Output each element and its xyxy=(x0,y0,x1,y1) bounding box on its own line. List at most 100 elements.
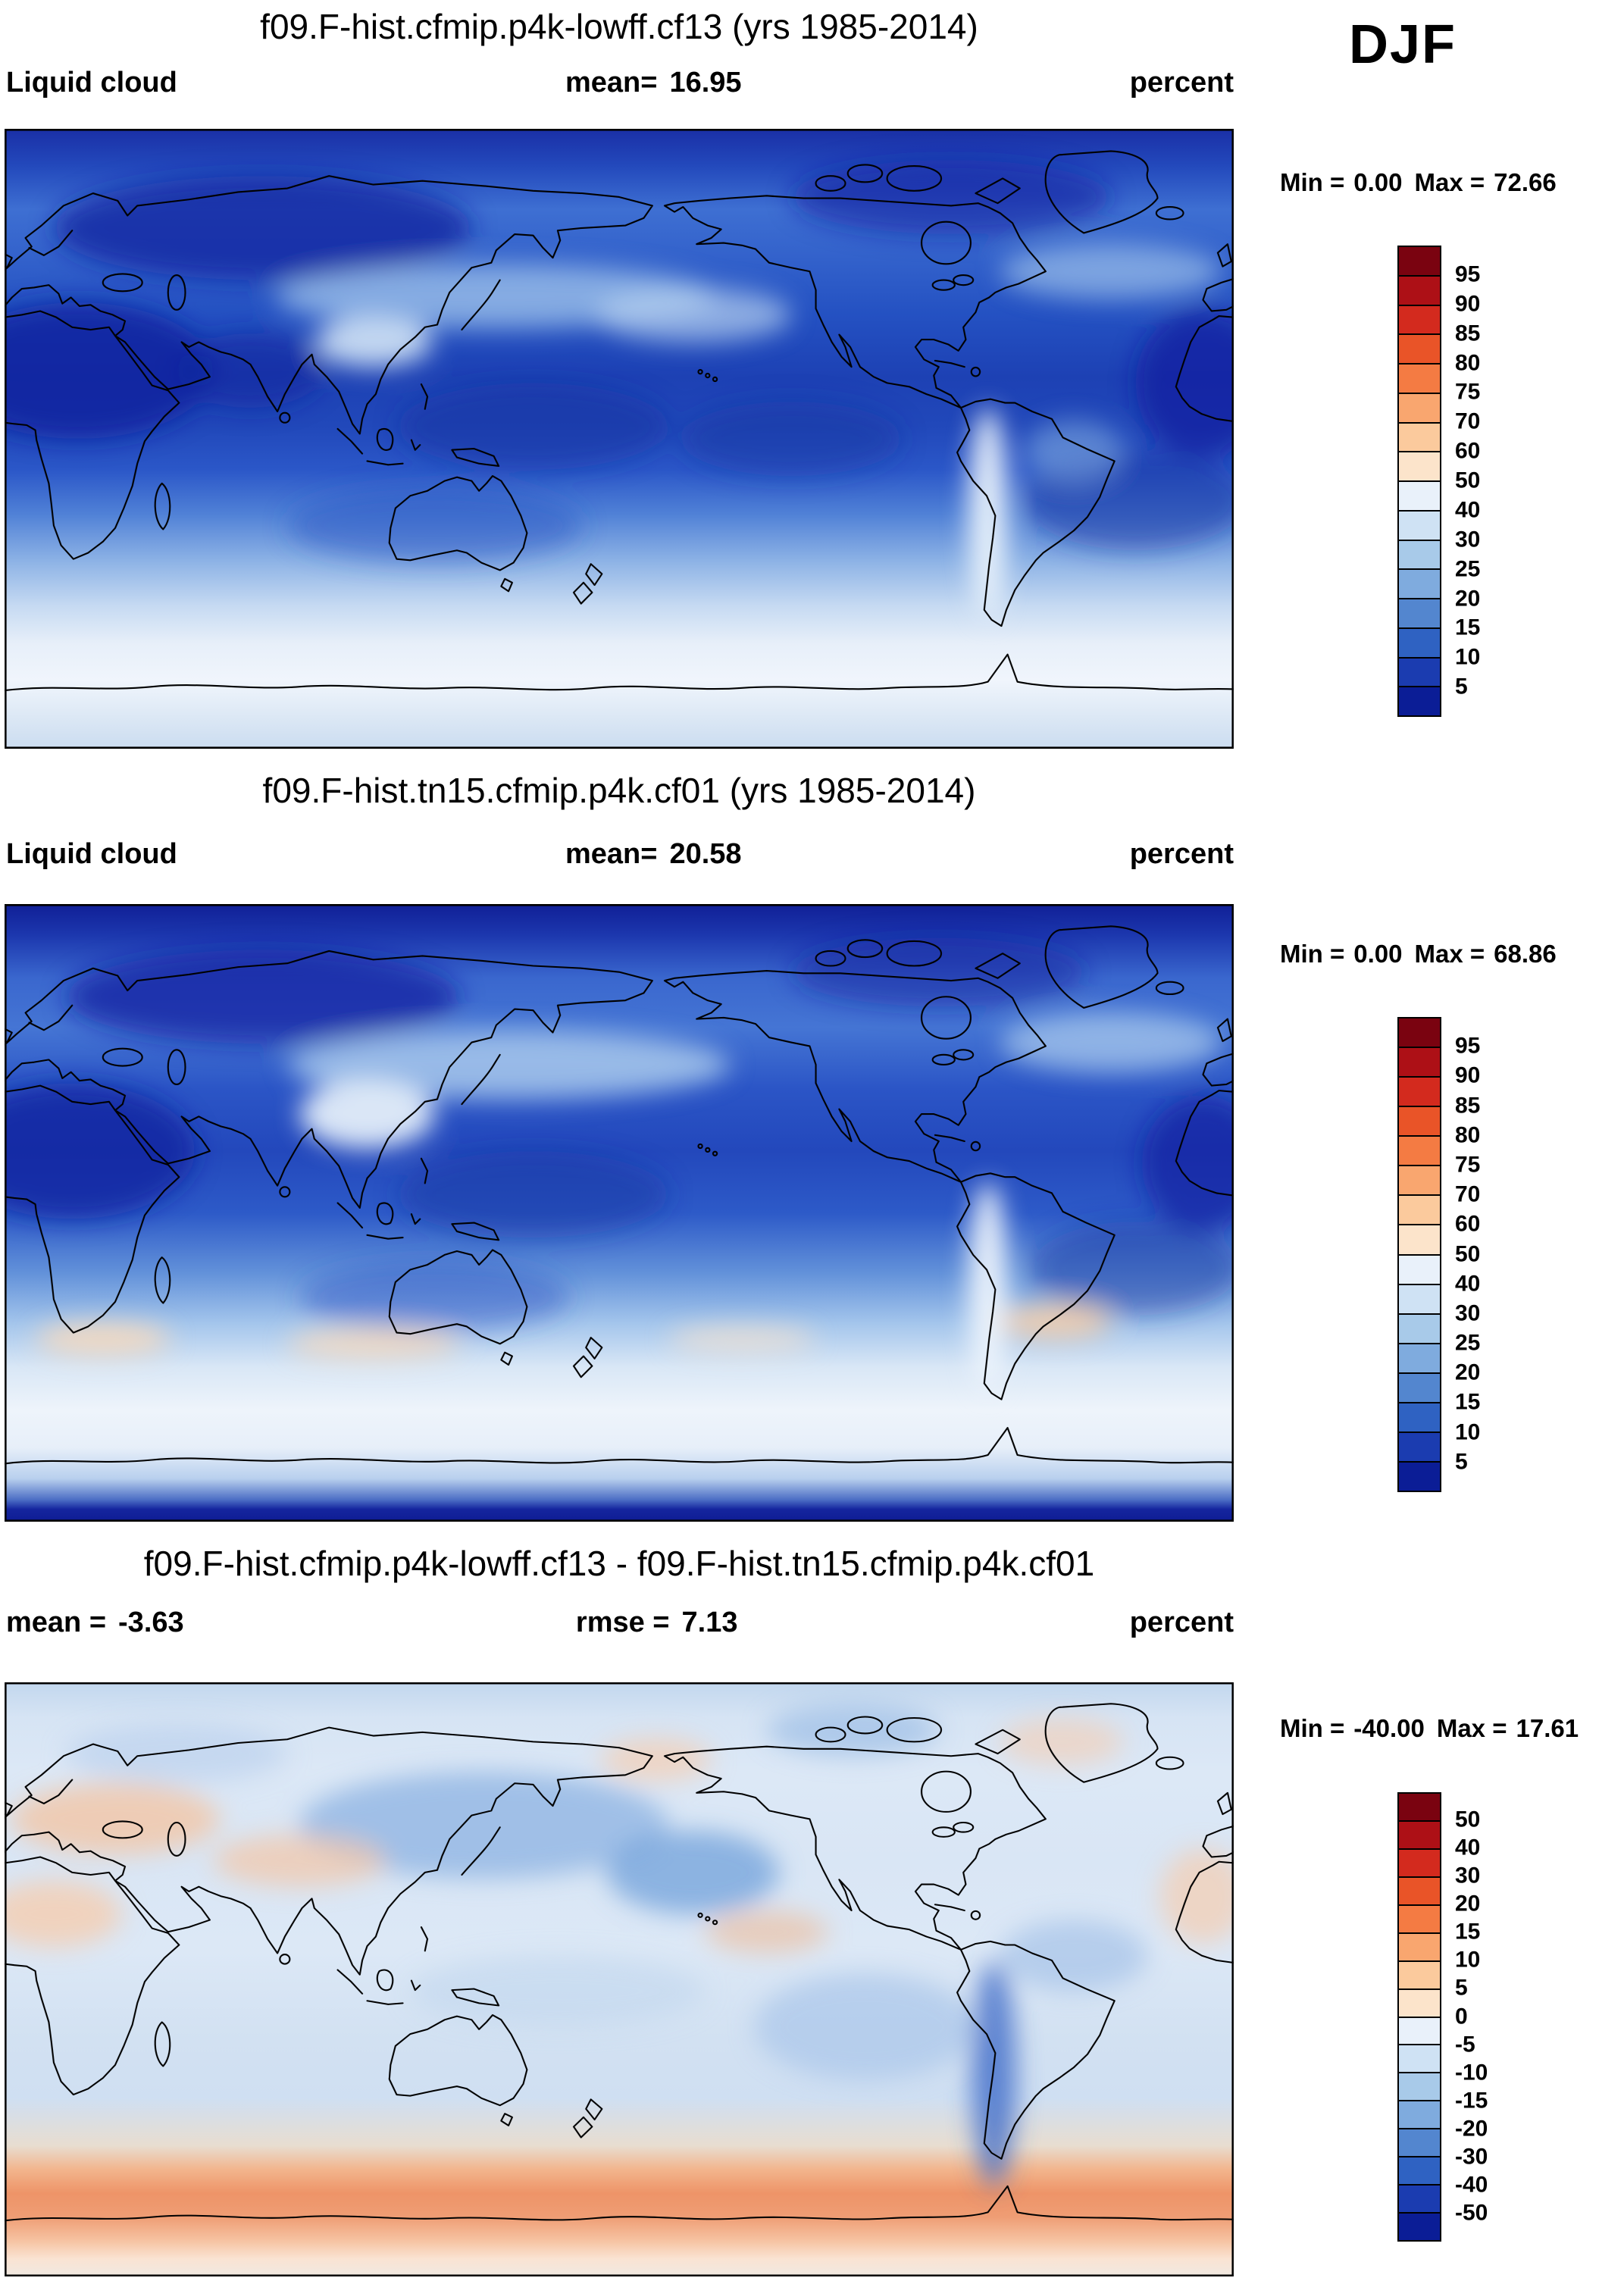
colorbar-tick-label: -15 xyxy=(1455,2088,1488,2114)
panel3-title: f09.F-hist.cfmip.p4k-lowff.cf13 - f09.F-… xyxy=(143,1544,1095,1583)
colorbar-box xyxy=(1397,2016,1441,2046)
colorbar-tick-label: 50 xyxy=(1455,468,1481,493)
colorbar-difference: 50 40 30 20 15 10 5 0 -5 -10 -15 -20 -30 -40 -50 xyxy=(1397,1792,1488,2242)
colorbar-box xyxy=(1397,568,1441,599)
colorbar-box xyxy=(1397,1253,1441,1285)
map1-frame xyxy=(5,129,1234,749)
panel3-mean: mean = -3.63 xyxy=(6,1607,184,1638)
colorbar-box xyxy=(1397,1106,1441,1137)
panel1-stats-row: Liquid cloud mean= 16.95 percent xyxy=(6,67,1234,99)
map-case2 xyxy=(5,904,1234,1522)
colorbar-box xyxy=(1397,1313,1441,1344)
colorbar-box xyxy=(1397,1848,1441,1878)
panel2-mean: mean= 20.58 xyxy=(565,838,742,870)
colorbar-box xyxy=(1397,1194,1441,1226)
colorbar-box xyxy=(1397,392,1441,424)
colorbar-box xyxy=(1397,1819,1441,1850)
colorbar-box xyxy=(1397,1792,1441,1822)
colorbar-box xyxy=(1397,627,1441,659)
colorbar-box xyxy=(1397,1988,1441,2018)
colorbar-tick-label: 90 xyxy=(1455,1062,1481,1088)
colorbar-tick-label: 20 xyxy=(1455,1891,1481,1916)
colorbar-box xyxy=(1397,2212,1441,2242)
colorbar-box xyxy=(1397,2128,1441,2158)
colorbar-tick-label: 75 xyxy=(1455,1152,1481,1178)
colorbar-case1: 95 90 85 80 75 70 60 50 40 30 25 20 15 10 5 xyxy=(1397,246,1480,717)
colorbar-box xyxy=(1397,2100,1441,2130)
colorbar-box xyxy=(1397,274,1441,306)
colorbar-tick-label: 20 xyxy=(1455,1360,1481,1385)
colorbar-box xyxy=(1397,1017,1441,1049)
colorbar-tick-label: 70 xyxy=(1455,1181,1481,1207)
colorbar-box xyxy=(1397,1431,1441,1463)
map-case1 xyxy=(5,129,1234,749)
colorbar-tick-label: 40 xyxy=(1455,1835,1481,1860)
colorbar-tick-label: 80 xyxy=(1455,349,1481,375)
panel3-stats-row: mean = -3.63 rmse = 7.13 percent xyxy=(6,1607,1234,1639)
colorbar-box xyxy=(1397,1460,1441,1492)
colorbar-tick-label: 95 xyxy=(1455,1033,1481,1059)
colorbar-tick-label: 60 xyxy=(1455,438,1481,464)
colorbar-tick-label: 80 xyxy=(1455,1122,1481,1148)
colorbar-tick-label: 60 xyxy=(1455,1211,1481,1237)
colorbar-box xyxy=(1397,686,1441,717)
colorbar-box xyxy=(1397,246,1441,277)
colorbar-tick-label: 50 xyxy=(1455,1807,1481,1832)
map3-frame xyxy=(5,1682,1234,2276)
colorbar-box xyxy=(1397,509,1441,541)
colorbar-box xyxy=(1397,1047,1441,1078)
colorbar-case2: 95 90 85 80 75 70 60 50 40 30 25 20 15 10 5 xyxy=(1397,1017,1480,1492)
colorbar-tick-label: 15 xyxy=(1455,615,1481,640)
colorbar-box xyxy=(1397,1135,1441,1167)
colorbar-tick-label: 0 xyxy=(1455,2003,1468,2029)
colorbar-tick-label: 5 xyxy=(1455,1975,1468,2001)
colorbar-box xyxy=(1397,333,1441,365)
colorbar-tick-label: 5 xyxy=(1455,1449,1468,1475)
map1-field-anomalies xyxy=(5,159,1234,619)
colorbar-tick-label: 30 xyxy=(1455,1300,1481,1326)
panel3-units-label: percent xyxy=(1129,1607,1234,1638)
colorbar-tick-label: 25 xyxy=(1455,1330,1481,1356)
season-label: DJF xyxy=(1349,14,1457,75)
colorbar-box xyxy=(1397,1165,1441,1197)
colorbar-box xyxy=(1397,1932,1441,1962)
colorbar-tick-label: 25 xyxy=(1455,556,1481,582)
colorbar-tick-label: 10 xyxy=(1455,644,1481,670)
colorbar-tick-label: 15 xyxy=(1455,1389,1481,1415)
colorbar-tick-label: 40 xyxy=(1455,1271,1481,1297)
colorbar-box xyxy=(1397,598,1441,629)
colorbar-tick-label: -50 xyxy=(1455,2200,1488,2226)
panel1-title: f09.F-hist.cfmip.p4k-lowff.cf13 (yrs 198… xyxy=(260,7,978,46)
panel2-units-label: percent xyxy=(1129,838,1234,870)
colorbar-box xyxy=(1397,1342,1441,1374)
panel1-variable-label: Liquid cloud xyxy=(6,67,177,99)
colorbar-box xyxy=(1397,480,1441,512)
colorbar-tick-label: -40 xyxy=(1455,2172,1488,2198)
colorbar-tick-label: 85 xyxy=(1455,1092,1481,1118)
colorbar-box xyxy=(1397,1876,1441,1906)
colorbar-tick-label: 30 xyxy=(1455,527,1481,552)
colorbar-tick-label: 5 xyxy=(1455,674,1468,699)
colorbar-box xyxy=(1397,304,1441,336)
panel1-minmax: Min = 0.00 Max = 72.66 xyxy=(1280,168,1557,196)
map3-field-anomalies xyxy=(5,1704,1234,2188)
map2-field-anomalies xyxy=(5,937,1234,1392)
colorbar-box xyxy=(1397,656,1441,688)
colorbar-box xyxy=(1397,1076,1441,1108)
colorbar-box xyxy=(1397,1904,1441,1934)
colorbar-tick-label: -10 xyxy=(1455,2060,1488,2085)
panel3-rmse: rmse = 7.13 xyxy=(575,1607,738,1638)
panel2-stats-row: Liquid cloud mean= 20.58 percent xyxy=(6,838,1234,871)
colorbar-tick-label: -5 xyxy=(1455,2031,1475,2057)
colorbar-box xyxy=(1397,1372,1441,1403)
colorbar-box xyxy=(1397,363,1441,394)
colorbar-box xyxy=(1397,2184,1441,2214)
colorbar-tick-label: 90 xyxy=(1455,291,1481,317)
map2-frame xyxy=(5,904,1234,1522)
colorbar-box xyxy=(1397,1401,1441,1433)
colorbar-tick-label: 50 xyxy=(1455,1241,1481,1266)
colorbar-tick-label: 70 xyxy=(1455,408,1481,434)
colorbar-box xyxy=(1397,1960,1441,1990)
panel2-minmax: Min = 0.00 Max = 68.86 xyxy=(1280,940,1557,968)
